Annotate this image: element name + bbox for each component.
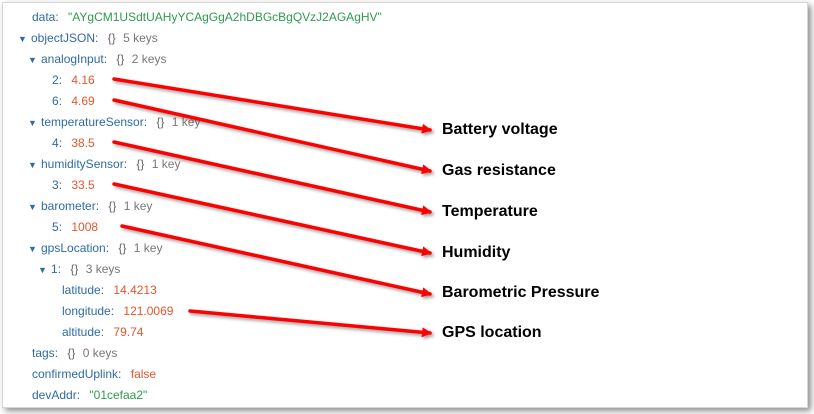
tree-row-latitude: latitude: 14.4213 — [62, 283, 157, 297]
tree-row-altitude: altitude: 79.74 — [62, 325, 144, 339]
key-label: latitude — [62, 283, 101, 297]
key-label: 3 — [52, 178, 59, 192]
key-count: 3 keys — [85, 262, 121, 276]
arrow-gps — [188, 309, 432, 338]
key-label: 5 — [52, 220, 59, 234]
annotation-temperature: Temperature — [442, 203, 538, 220]
key-label: objectJSON — [31, 31, 96, 45]
object-brace: {} — [136, 157, 145, 171]
annotation-humidity: Humidity — [442, 244, 511, 261]
value-number: 38.5 — [71, 136, 95, 150]
expand-toggle-icon[interactable]: ▼ — [28, 202, 37, 212]
arrow-pressure — [120, 224, 432, 298]
object-brace: {} — [118, 241, 127, 255]
tree-row-humiditysensor[interactable]: ▼ humiditySensor: {} 1 key — [28, 154, 180, 175]
tree-row-hum-3: 3: 33.5 — [52, 178, 95, 192]
value-number: 4.69 — [71, 94, 95, 108]
annotation-gps-location: GPS location — [442, 324, 542, 341]
key-label: gpsLocation — [41, 241, 106, 255]
key-label: analogInput — [41, 52, 104, 66]
tree-row-gps-1[interactable]: ▼ 1: {} 3 keys — [38, 259, 120, 280]
key-label: 1 — [51, 262, 58, 276]
key-label: 2 — [52, 73, 59, 87]
key-label: temperatureSensor — [41, 115, 144, 129]
tree-row-tags[interactable]: tags: {} 0 keys — [32, 346, 118, 360]
key-count: 5 keys — [123, 31, 158, 45]
tree-row-temp-4: 4: 38.5 — [52, 136, 95, 150]
key-label: devAddr — [32, 388, 77, 402]
object-brace: {} — [67, 346, 76, 360]
arrow-gas — [112, 98, 432, 175]
key-label: humiditySensor — [41, 157, 124, 171]
value-number: 121.0069 — [123, 304, 174, 318]
key-label: longitude — [62, 304, 111, 318]
key-label: data — [32, 10, 56, 24]
value-string: "01cefaa2" — [89, 388, 148, 402]
object-brace: {} — [116, 52, 125, 66]
expand-toggle-icon[interactable]: ▼ — [28, 244, 37, 254]
value-number: 79.74 — [113, 325, 144, 339]
key-label: confirmedUplink — [32, 367, 119, 381]
arrow-battery — [112, 77, 432, 134]
key-label: 4 — [52, 136, 59, 150]
expand-toggle-icon[interactable]: ▼ — [38, 265, 47, 275]
key-label: tags — [32, 346, 55, 360]
value-boolean: false — [130, 367, 157, 381]
annotation-battery-voltage: Battery voltage — [442, 121, 558, 138]
tree-row-analog-2: 2: 4.16 — [52, 73, 95, 87]
tree-row-barometer[interactable]: ▼ barometer: {} 1 key — [28, 196, 152, 217]
value-string: "AYgCM1USdtUAHyYCAgGgA2hDBGcBgQVzJ2AGAgH… — [68, 10, 382, 24]
object-brace: {} — [156, 115, 165, 129]
value-number: 14.4213 — [113, 283, 157, 297]
expand-toggle-icon[interactable]: ▼ — [28, 55, 37, 65]
key-label: barometer — [41, 199, 96, 213]
expand-toggle-icon[interactable]: ▼ — [18, 34, 27, 44]
arrow-humidity — [112, 182, 432, 257]
arrow-temperature — [112, 140, 432, 216]
tree-row-objectjson[interactable]: ▼ objectJSON: {} 5 keys — [18, 28, 158, 49]
tree-row-longitude: longitude: 121.0069 — [62, 304, 174, 318]
tree-row-analog-6: 6: 4.69 — [52, 94, 95, 108]
object-brace: {} — [108, 199, 117, 213]
tree-row-confirmeduplink: confirmedUplink: false — [32, 367, 157, 381]
object-brace: {} — [70, 262, 79, 276]
tree-row-data: data: "AYgCM1USdtUAHyYCAgGgA2hDBGcBgQVzJ… — [32, 10, 382, 24]
tree-row-analoginput[interactable]: ▼ analogInput: {} 2 keys — [28, 49, 166, 70]
key-count: 1 key — [123, 199, 153, 213]
key-count: 1 key — [151, 157, 181, 171]
tree-row-gpslocation[interactable]: ▼ gpsLocation: {} 1 key — [28, 238, 162, 259]
expand-toggle-icon[interactable]: ▼ — [28, 160, 37, 170]
tree-row-baro-5: 5: 1008 — [52, 220, 99, 234]
key-count: 1 key — [133, 241, 163, 255]
tree-row-devaddr: devAddr: "01cefaa2" — [32, 388, 148, 402]
expand-toggle-icon[interactable]: ▼ — [28, 118, 37, 128]
value-number: 4.16 — [71, 73, 95, 87]
key-label: 6 — [52, 94, 59, 108]
key-count: 0 keys — [82, 346, 118, 360]
value-number: 1008 — [71, 220, 99, 234]
key-count: 2 keys — [131, 52, 167, 66]
value-number: 33.5 — [71, 178, 95, 192]
object-brace: {} — [107, 31, 116, 45]
annotation-barometric-pressure: Barometric Pressure — [442, 284, 600, 301]
annotation-gas-resistance: Gas resistance — [442, 162, 556, 179]
key-label: altitude — [62, 325, 101, 339]
